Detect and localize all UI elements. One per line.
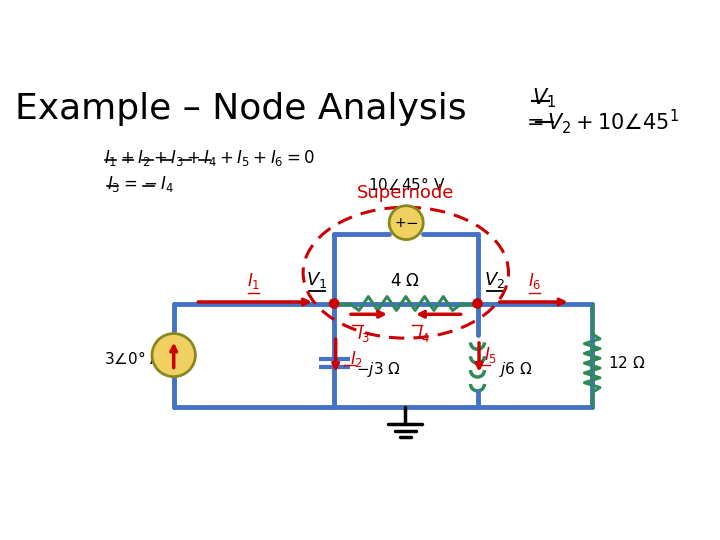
Text: $V_2$: $V_2$: [484, 269, 505, 289]
Circle shape: [389, 206, 423, 240]
Text: $I_3 = -I_4$: $I_3 = -I_4$: [107, 174, 174, 194]
Text: $V_1$: $V_1$: [307, 269, 328, 289]
Text: −: −: [405, 216, 418, 231]
Text: $V_1$: $V_1$: [532, 86, 556, 110]
Text: Supernode: Supernode: [357, 184, 454, 202]
Text: $I_5$: $I_5$: [484, 346, 497, 366]
Text: $3\angle0°\ \mathrm{A}$: $3\angle0°\ \mathrm{A}$: [104, 350, 163, 367]
Text: $I_6$: $I_6$: [528, 271, 541, 291]
Text: $4\ \Omega$: $4\ \Omega$: [390, 272, 420, 289]
Text: $I_2$: $I_2$: [350, 349, 363, 369]
Text: $I_4$: $I_4$: [417, 323, 431, 343]
Text: $12\ \Omega$: $12\ \Omega$: [608, 355, 645, 371]
Text: $I_1$: $I_1$: [247, 271, 260, 291]
Circle shape: [330, 299, 339, 308]
Text: $= V_2 + 10\angle45^1$: $= V_2 + 10\angle45^1$: [523, 107, 680, 136]
Circle shape: [473, 299, 482, 308]
Text: $10\angle45°\ \mathrm{V}$: $10\angle45°\ \mathrm{V}$: [367, 177, 445, 193]
Text: $I_1 + I_2 + I_3 + I_4 + I_5 + I_6 = 0$: $I_1 + I_2 + I_3 + I_4 + I_5 + I_6 = 0$: [104, 148, 315, 168]
Text: Example – Node Analysis: Example – Node Analysis: [15, 92, 467, 126]
Text: $j6\ \Omega$: $j6\ \Omega$: [499, 360, 533, 379]
Text: $-j3\ \Omega$: $-j3\ \Omega$: [356, 360, 400, 379]
Circle shape: [152, 334, 195, 377]
Text: +: +: [395, 217, 407, 231]
Text: $I_3$: $I_3$: [357, 323, 371, 343]
